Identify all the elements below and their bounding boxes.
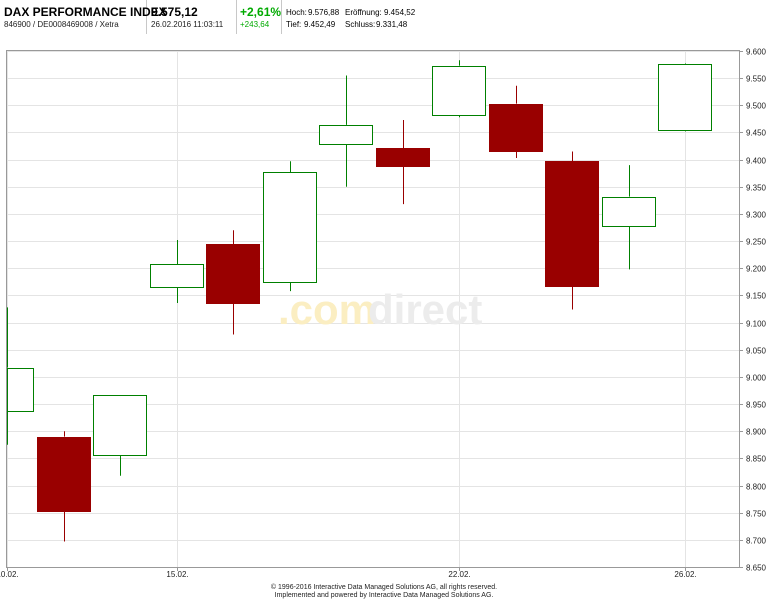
y-tick-label: 9.000 bbox=[746, 374, 767, 383]
candle-body bbox=[432, 66, 486, 116]
candle-body bbox=[489, 104, 543, 152]
y-tick-label: 9.600 bbox=[746, 48, 767, 57]
candle-body bbox=[206, 244, 260, 304]
low-label: Tief: bbox=[286, 20, 302, 29]
candle-body bbox=[376, 148, 430, 167]
quote-datetime: 26.02.2016 11:03:11 bbox=[151, 20, 224, 29]
close-label: Schluss: bbox=[345, 20, 376, 29]
stats-cell: Hoch: 9.576,88 Eröffnung: 9.454,52 Tief:… bbox=[286, 0, 446, 34]
y-tick-label: 9.100 bbox=[746, 320, 767, 329]
x-tick-label: 15.02. bbox=[166, 570, 188, 579]
candle-up[interactable] bbox=[319, 75, 373, 187]
candles bbox=[7, 60, 712, 542]
plot-frame bbox=[6, 50, 740, 568]
change-cell: +2,61% +243,64 bbox=[237, 0, 282, 34]
change-absolute: +243,64 bbox=[240, 20, 270, 29]
low-value: 9.452,49 bbox=[304, 20, 336, 29]
y-tick-label: 8.850 bbox=[746, 455, 767, 464]
quote-header: DAX PERFORMANCE INDEX 846900 / DE0008469… bbox=[0, 0, 768, 34]
y-tick-label: 8.800 bbox=[746, 483, 767, 492]
y-tick-label: 8.650 bbox=[746, 564, 767, 573]
candle-up[interactable] bbox=[263, 161, 317, 292]
candle-down[interactable] bbox=[489, 85, 543, 159]
isin-line: 846900 / DE0008469008 / Xetra bbox=[4, 20, 119, 29]
open-label: Eröffnung: bbox=[345, 8, 382, 17]
price-cell: 9.575,12 26.02.2016 11:03:11 bbox=[147, 0, 237, 34]
watermark-direct: direct bbox=[368, 286, 482, 333]
grid-lines bbox=[7, 51, 739, 568]
candle-up[interactable] bbox=[658, 63, 712, 132]
y-tick-label: 9.350 bbox=[746, 184, 767, 193]
watermark-dot-com: .com bbox=[278, 286, 376, 333]
candle-up[interactable] bbox=[150, 240, 204, 304]
candle-up[interactable] bbox=[7, 307, 34, 445]
x-axis: 10.02. 15.02. 22.02. 26.02. bbox=[0, 567, 697, 579]
y-tick-label: 9.300 bbox=[746, 211, 767, 220]
y-tick-label: 9.450 bbox=[746, 129, 767, 138]
comdirect-watermark: .com direct bbox=[278, 286, 482, 333]
x-tick-label: 10.02. bbox=[0, 570, 19, 579]
y-axis: 8.650 8.700 8.750 8.800 8.850 8.900 8.950 9.000… bbox=[739, 48, 767, 573]
candle-down[interactable] bbox=[37, 431, 91, 542]
candle-body bbox=[150, 264, 204, 288]
candle-down[interactable] bbox=[545, 151, 599, 310]
copyright-line: © 1996-2016 Interactive Data Managed Sol… bbox=[270, 584, 498, 591]
candle-body bbox=[658, 64, 712, 131]
candle-body bbox=[37, 437, 91, 512]
y-tick-label: 9.050 bbox=[746, 347, 767, 356]
copyright-footer: © 1996-2016 Interactive Data Managed Sol… bbox=[0, 584, 768, 600]
y-tick-label: 8.950 bbox=[746, 401, 767, 410]
candle-up[interactable] bbox=[93, 395, 147, 476]
y-tick-label: 9.150 bbox=[746, 292, 767, 301]
x-tick-label: 26.02. bbox=[674, 570, 696, 579]
y-tick-label: 9.500 bbox=[746, 102, 767, 111]
powered-by-line: Implemented and powered by Interactive D… bbox=[274, 592, 494, 599]
candle-down[interactable] bbox=[376, 119, 430, 205]
index-name[interactable]: DAX PERFORMANCE INDEX bbox=[4, 5, 167, 19]
y-tick-label: 9.250 bbox=[746, 238, 767, 247]
candle-body bbox=[7, 368, 34, 412]
candle-body bbox=[93, 395, 147, 456]
y-tick-label: 9.200 bbox=[746, 265, 767, 274]
x-tick-label: 22.02. bbox=[448, 570, 470, 579]
candlestick-chart: .com direct 8.650 8.700 8.750 8.800 8.850 8.9… bbox=[0, 48, 767, 580]
y-tick-label: 8.700 bbox=[746, 537, 767, 546]
candle-down[interactable] bbox=[206, 230, 260, 335]
change-percent: +2,61% bbox=[240, 5, 282, 19]
close-value: 9.331,48 bbox=[376, 20, 408, 29]
high-value: 9.576,88 bbox=[308, 8, 340, 17]
open-value: 9.454,52 bbox=[384, 8, 416, 17]
y-tick-label: 9.400 bbox=[746, 157, 767, 166]
candle-body bbox=[319, 125, 373, 145]
candle-body bbox=[602, 197, 656, 227]
index-cell: DAX PERFORMANCE INDEX 846900 / DE0008469… bbox=[0, 0, 167, 34]
y-tick-label: 9.550 bbox=[746, 75, 767, 84]
candle-up[interactable] bbox=[432, 60, 486, 118]
candle-body bbox=[545, 161, 599, 287]
candle-body bbox=[263, 172, 317, 283]
candle-up[interactable] bbox=[602, 165, 656, 270]
last-price: 9.575,12 bbox=[151, 5, 198, 19]
y-tick-label: 8.750 bbox=[746, 510, 767, 519]
high-label: Hoch: bbox=[286, 8, 307, 17]
y-tick-label: 8.900 bbox=[746, 428, 767, 437]
